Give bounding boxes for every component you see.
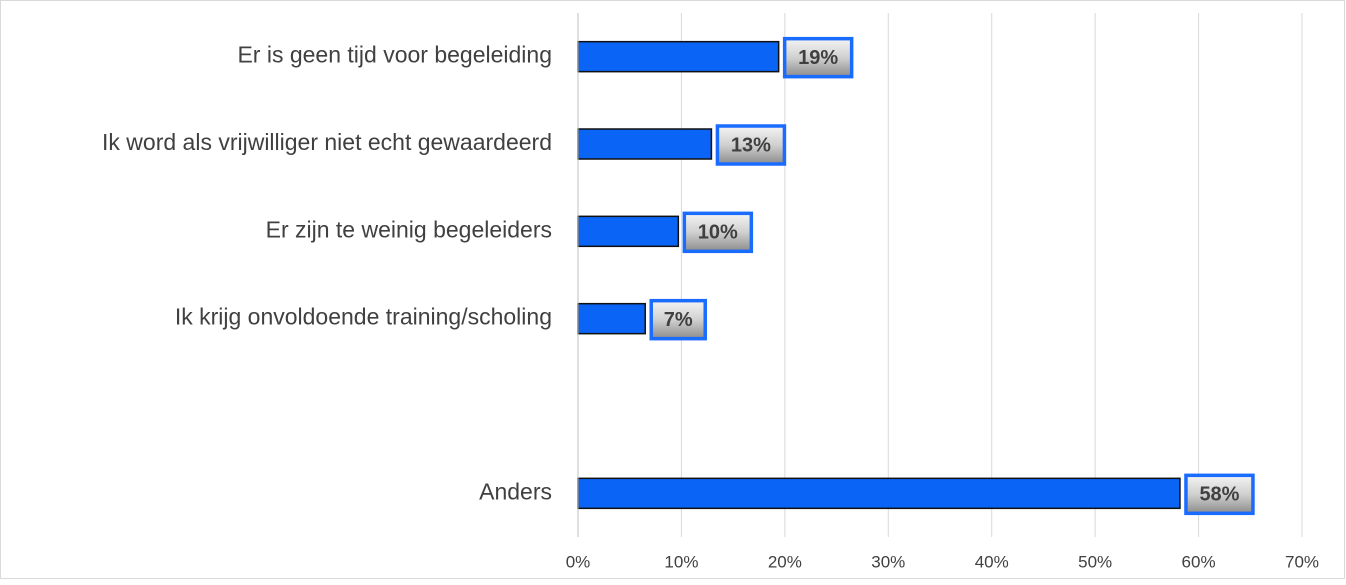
x-tick-label: 40% (975, 552, 1009, 571)
x-tick-label: 70% (1285, 552, 1319, 571)
y-tick-label: Er zijn te weinig begeleiders (266, 216, 552, 242)
y-tick-label: Ik krijg onvoldoende training/scholing (175, 304, 552, 330)
bar (577, 302, 646, 335)
value-label-box (682, 211, 754, 254)
y-tick-label: Anders (479, 478, 552, 504)
x-tick-label: 10% (664, 552, 698, 571)
bar (577, 215, 680, 248)
y-tick-label: Er is geen tijd voor begeleiding (237, 42, 552, 68)
value-label: 58% (1199, 484, 1239, 506)
value-label-box (1184, 473, 1255, 516)
bar (577, 477, 1181, 510)
x-tick-label: 60% (1182, 552, 1216, 571)
bar (577, 40, 780, 73)
value-label: 7% (664, 309, 693, 331)
value-label-box (715, 124, 787, 166)
x-tick-label: 50% (1078, 552, 1112, 571)
x-tick-label: 20% (768, 552, 802, 571)
bar (577, 128, 713, 160)
y-tick-label: Ik word als vrijwilliger niet echt gewaa… (102, 129, 552, 155)
x-tick-label: 30% (871, 552, 905, 571)
value-label-box (782, 36, 854, 79)
value-label-box (649, 298, 707, 341)
value-label: 19% (798, 47, 838, 69)
value-label: 10% (698, 222, 738, 244)
x-tick-label: 0% (566, 552, 591, 571)
value-label: 13% (731, 134, 771, 156)
